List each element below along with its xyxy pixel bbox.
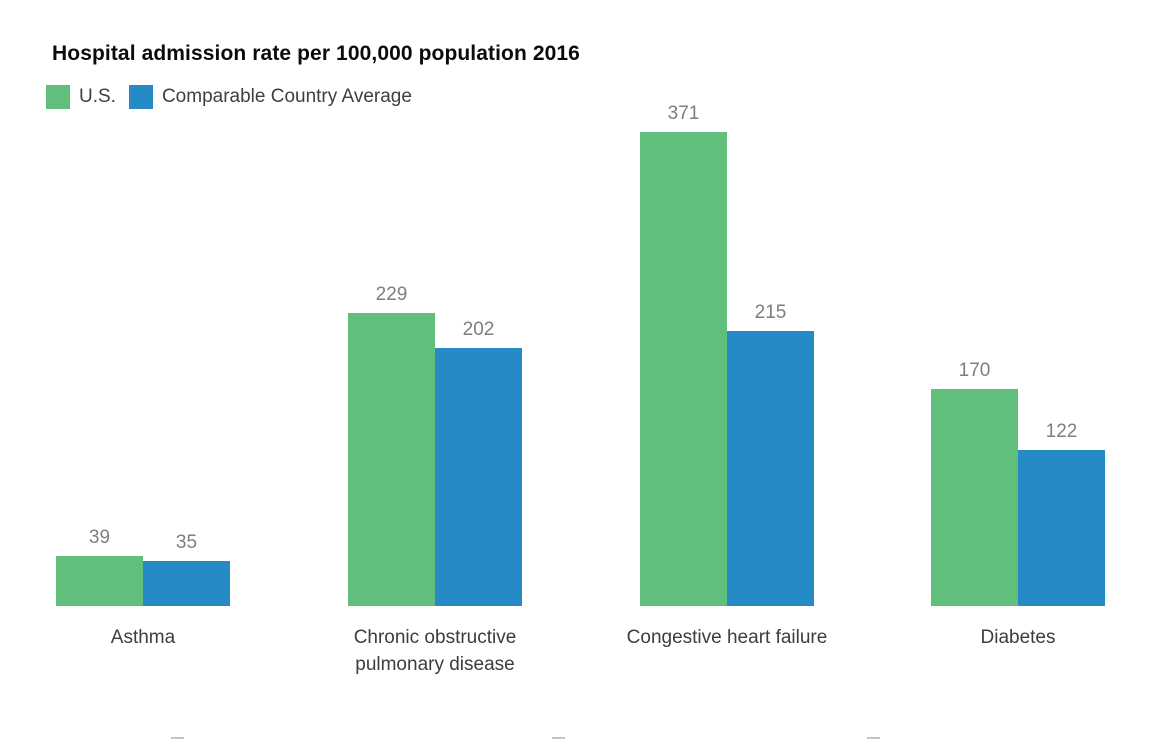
legend-swatch-comparable-average: [128, 85, 153, 109]
clipped-text-artifact: [171, 737, 184, 739]
legend-item-comparable-average: Comparable Country Average: [128, 85, 412, 109]
value-label-us-4: 170: [958, 360, 991, 381]
value-label-avg-2: 202: [462, 319, 495, 340]
category-label-1: Asthma: [110, 627, 176, 648]
value-label-us-2: 229: [375, 284, 408, 305]
value-label-avg-4: 122: [1045, 421, 1078, 442]
value-label-us-1: 39: [88, 527, 111, 548]
legend-label-us: U.S.: [79, 86, 116, 107]
category-label-4: Diabetes: [980, 627, 1056, 648]
bar-us-4: [931, 389, 1018, 606]
bar-avg-2: [435, 348, 522, 606]
bar-avg-4: [1018, 450, 1105, 606]
bar-avg-1: [143, 561, 230, 606]
legend-item-us: U.S.: [46, 85, 116, 109]
clipped-text-artifact: [552, 737, 565, 739]
clipped-text-artifact: [867, 737, 880, 739]
legend-swatch-us: [46, 85, 70, 109]
bar-us-3: [640, 132, 727, 606]
bar-avg-3: [727, 331, 814, 606]
bar-us-2: [348, 313, 435, 606]
category-label-2: Chronic obstructive pulmonary disease: [353, 627, 517, 675]
chart-title: Hospital admission rate per 100,000 popu…: [52, 42, 580, 65]
legend-label-comparable-average: Comparable Country Average: [161, 86, 412, 107]
value-label-avg-1: 35: [175, 532, 198, 553]
value-label-us-3: 371: [667, 103, 700, 124]
legend: U.S. Comparable Country Average: [46, 85, 412, 109]
value-label-avg-3: 215: [754, 302, 787, 323]
category-label-3: Congestive heart failure: [626, 627, 828, 648]
bar-us-1: [56, 556, 143, 606]
